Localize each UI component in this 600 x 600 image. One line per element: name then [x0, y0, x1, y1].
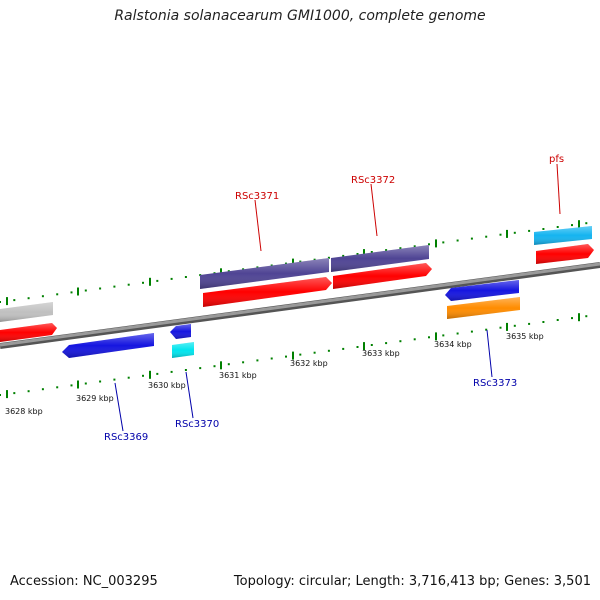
tick-label-3629: 3629 kbp [76, 394, 114, 403]
tick-labels: 3628 kbp 3629 kbp 3630 kbp 3631 kbp 3632… [5, 332, 544, 416]
gene-label-rsc3369: RSc3369 [104, 432, 148, 443]
gene-label-rsc3372: RSc3372 [351, 175, 395, 186]
scale-track-lower [0, 313, 588, 399]
gene-label-rsc3370: RSc3370 [175, 419, 219, 430]
tick-label-3628: 3628 kbp [5, 407, 43, 416]
reverse-strand-genes [62, 280, 520, 358]
tick-label-3630: 3630 kbp [148, 381, 186, 390]
gene-labels: RSc3371 RSc3372 pfs RSc3369 RSc3370 RSc3… [104, 154, 564, 443]
tick-label-3632: 3632 kbp [290, 359, 328, 368]
tick-label-3631: 3631 kbp [219, 371, 257, 380]
genome-summary-text: Topology: circular; Length: 3,716,413 bp… [233, 574, 591, 589]
gene-label-rsc3371: RSc3371 [235, 191, 279, 202]
page-title: Ralstonia solanacearum GMI1000, complete… [114, 8, 486, 24]
accession-text: Accession: NC_003295 [10, 574, 158, 589]
tick-label-3633: 3633 kbp [362, 349, 400, 358]
gene-label-rsc3373: RSc3373 [473, 378, 517, 389]
gene-label-pfs: pfs [549, 154, 564, 165]
tick-label-3635: 3635 kbp [506, 332, 544, 341]
forward-strand-genes [0, 226, 594, 342]
genome-backbone [0, 262, 600, 349]
label-callouts [114, 163, 561, 432]
tick-label-3634: 3634 kbp [434, 340, 472, 349]
